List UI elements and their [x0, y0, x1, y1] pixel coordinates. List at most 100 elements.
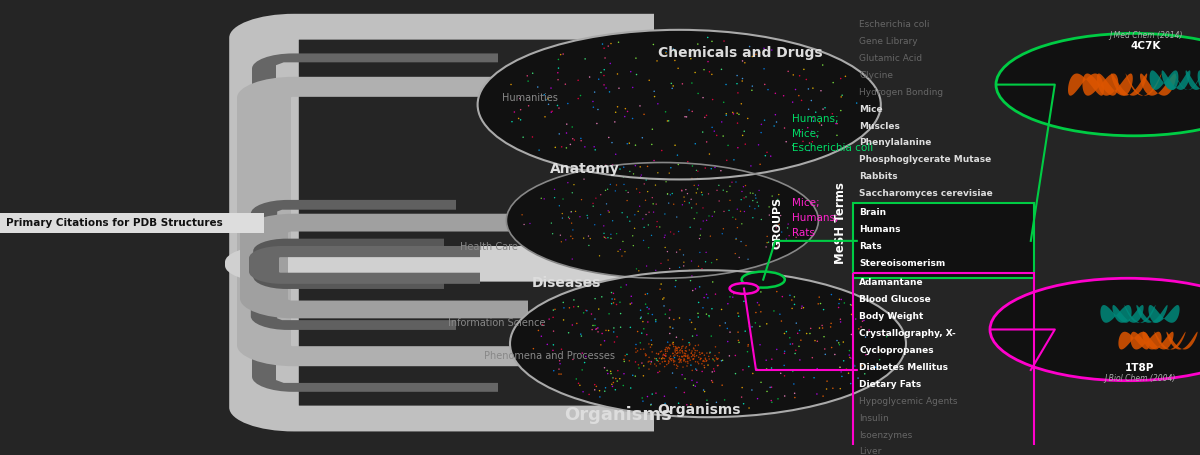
Point — [684, 345, 703, 353]
Point — [626, 341, 646, 348]
Point — [568, 320, 587, 327]
Point — [715, 319, 734, 327]
Point — [652, 147, 671, 154]
Point — [636, 211, 655, 218]
Point — [782, 296, 802, 303]
Point — [770, 311, 790, 318]
Point — [667, 350, 686, 357]
Point — [638, 188, 658, 195]
Point — [775, 372, 794, 379]
Text: Humanities: Humanities — [502, 93, 558, 103]
Point — [661, 80, 680, 87]
Point — [670, 264, 689, 271]
Point — [700, 353, 719, 360]
Point — [716, 111, 736, 119]
Point — [664, 201, 683, 208]
Point — [704, 208, 724, 216]
Point — [691, 225, 710, 233]
Point — [781, 340, 800, 348]
Point — [746, 309, 766, 316]
Circle shape — [510, 270, 906, 417]
Point — [607, 378, 626, 385]
Point — [660, 358, 679, 365]
Point — [762, 355, 781, 363]
Point — [702, 333, 721, 340]
Point — [767, 118, 786, 126]
Point — [674, 193, 694, 201]
Text: J Biol Chem (2004): J Biol Chem (2004) — [1104, 374, 1176, 383]
Point — [594, 45, 613, 52]
Point — [643, 126, 662, 133]
Point — [631, 313, 650, 321]
Point — [672, 343, 691, 350]
Point — [700, 355, 719, 363]
Point — [631, 346, 650, 353]
Point — [725, 156, 744, 163]
Point — [622, 299, 641, 307]
Point — [666, 345, 685, 353]
Point — [683, 287, 702, 294]
Point — [634, 345, 653, 353]
Point — [650, 286, 670, 293]
Point — [679, 346, 698, 354]
Point — [643, 200, 662, 207]
Point — [755, 65, 774, 72]
Point — [552, 346, 571, 353]
Point — [674, 389, 694, 396]
Point — [536, 96, 556, 103]
Point — [511, 116, 530, 123]
Point — [736, 59, 755, 66]
Point — [606, 151, 625, 158]
Point — [638, 359, 658, 366]
Point — [544, 230, 563, 238]
Point — [841, 301, 860, 308]
Point — [575, 176, 594, 183]
Point — [668, 344, 688, 351]
Point — [586, 295, 605, 302]
Point — [756, 152, 775, 159]
Point — [562, 208, 581, 215]
Text: Gene Library: Gene Library — [859, 37, 918, 46]
Point — [827, 337, 846, 344]
Point — [682, 204, 701, 212]
Point — [655, 363, 674, 370]
Point — [677, 343, 696, 350]
Point — [726, 352, 745, 359]
Point — [636, 291, 655, 298]
Point — [608, 103, 628, 111]
Point — [660, 354, 679, 362]
Point — [683, 347, 702, 354]
Point — [574, 234, 593, 242]
Point — [700, 349, 719, 357]
Point — [716, 81, 736, 88]
Point — [755, 81, 774, 88]
Point — [677, 186, 696, 193]
Point — [629, 361, 648, 369]
Point — [664, 82, 683, 90]
Point — [665, 351, 684, 359]
Point — [563, 255, 582, 263]
Point — [563, 226, 582, 233]
Point — [726, 236, 745, 243]
Point — [582, 326, 601, 333]
Point — [757, 388, 776, 395]
Text: Isoenzymes: Isoenzymes — [859, 430, 912, 440]
Point — [533, 321, 552, 328]
Point — [686, 189, 706, 197]
Point — [662, 85, 682, 92]
Point — [806, 132, 826, 139]
Point — [640, 365, 659, 373]
Point — [631, 163, 650, 171]
Point — [592, 293, 611, 300]
Point — [590, 252, 610, 259]
Point — [610, 375, 629, 382]
Point — [571, 333, 590, 340]
Point — [776, 138, 796, 145]
Text: 4C7K: 4C7K — [1130, 41, 1162, 51]
Point — [592, 341, 611, 349]
Point — [692, 368, 712, 375]
Point — [601, 231, 620, 238]
Point — [835, 299, 854, 307]
Point — [634, 237, 653, 244]
Point — [505, 108, 524, 116]
